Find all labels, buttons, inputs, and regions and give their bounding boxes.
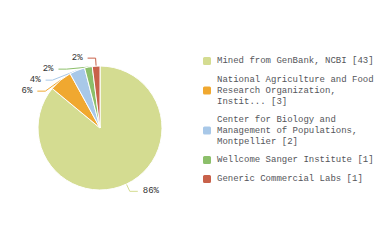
svg-text:National Agriculture and Food: National Agriculture and Food — [217, 75, 374, 85]
svg-text:Center for Biology and: Center for Biology and — [217, 115, 336, 125]
svg-text:Generic Commercial Labs [1]: Generic Commercial Labs [1] — [217, 174, 363, 184]
svg-text:Research Organization,: Research Organization, — [217, 86, 336, 96]
svg-text:Mined from GenBank, NCBI [43]: Mined from GenBank, NCBI [43] — [217, 56, 374, 66]
svg-text:2%: 2% — [43, 64, 54, 74]
svg-text:6%: 6% — [22, 86, 33, 96]
svg-text:86%: 86% — [143, 186, 160, 196]
svg-text:4%: 4% — [30, 75, 41, 85]
svg-text:Wellcome Sanger Institute [1]: Wellcome Sanger Institute [1] — [217, 155, 374, 165]
svg-text:2%: 2% — [72, 53, 83, 63]
svg-text:Management of Populations,: Management of Populations, — [217, 126, 357, 136]
svg-text:Instit... [3]: Instit... [3] — [217, 97, 287, 107]
svg-text:Montpellier [2]: Montpellier [2] — [217, 137, 298, 147]
